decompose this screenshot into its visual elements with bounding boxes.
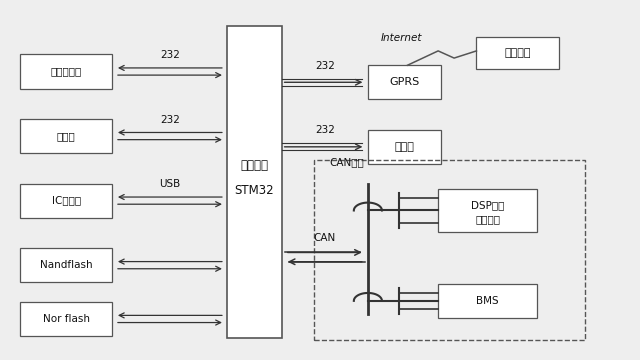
Bar bbox=[227, 26, 282, 338]
Text: DSP控制: DSP控制 bbox=[471, 200, 504, 210]
Text: 主控制器: 主控制器 bbox=[241, 159, 269, 172]
Bar bbox=[20, 119, 113, 153]
Bar bbox=[438, 189, 537, 232]
Text: 微型打印机: 微型打印机 bbox=[51, 67, 82, 77]
Bar bbox=[368, 65, 442, 99]
Text: 232: 232 bbox=[160, 114, 180, 125]
Text: USB: USB bbox=[159, 179, 180, 189]
Text: 232: 232 bbox=[160, 50, 180, 60]
Bar bbox=[20, 302, 113, 336]
Bar bbox=[20, 184, 113, 218]
Bar bbox=[20, 248, 113, 282]
Bar bbox=[314, 160, 585, 339]
Text: BMS: BMS bbox=[476, 296, 499, 306]
Text: IC卡读写: IC卡读写 bbox=[52, 195, 81, 206]
Bar bbox=[20, 54, 113, 89]
Text: Internet: Internet bbox=[381, 33, 422, 43]
Bar bbox=[368, 130, 442, 164]
Text: 电能表: 电能表 bbox=[57, 131, 76, 141]
Text: STM32: STM32 bbox=[235, 184, 275, 197]
Text: Nandflash: Nandflash bbox=[40, 260, 92, 270]
Text: 数据中心: 数据中心 bbox=[505, 48, 531, 58]
Bar bbox=[476, 37, 559, 69]
Text: Nor flash: Nor flash bbox=[43, 314, 90, 324]
Text: 触摸屏: 触摸屏 bbox=[395, 142, 415, 152]
Text: 232: 232 bbox=[315, 125, 335, 135]
Text: GPRS: GPRS bbox=[390, 77, 420, 87]
Bar bbox=[438, 284, 537, 318]
Text: CAN: CAN bbox=[314, 234, 336, 243]
Text: 充电模块: 充电模块 bbox=[475, 214, 500, 224]
Text: 232: 232 bbox=[315, 61, 335, 71]
Text: CAN网络: CAN网络 bbox=[330, 157, 364, 167]
